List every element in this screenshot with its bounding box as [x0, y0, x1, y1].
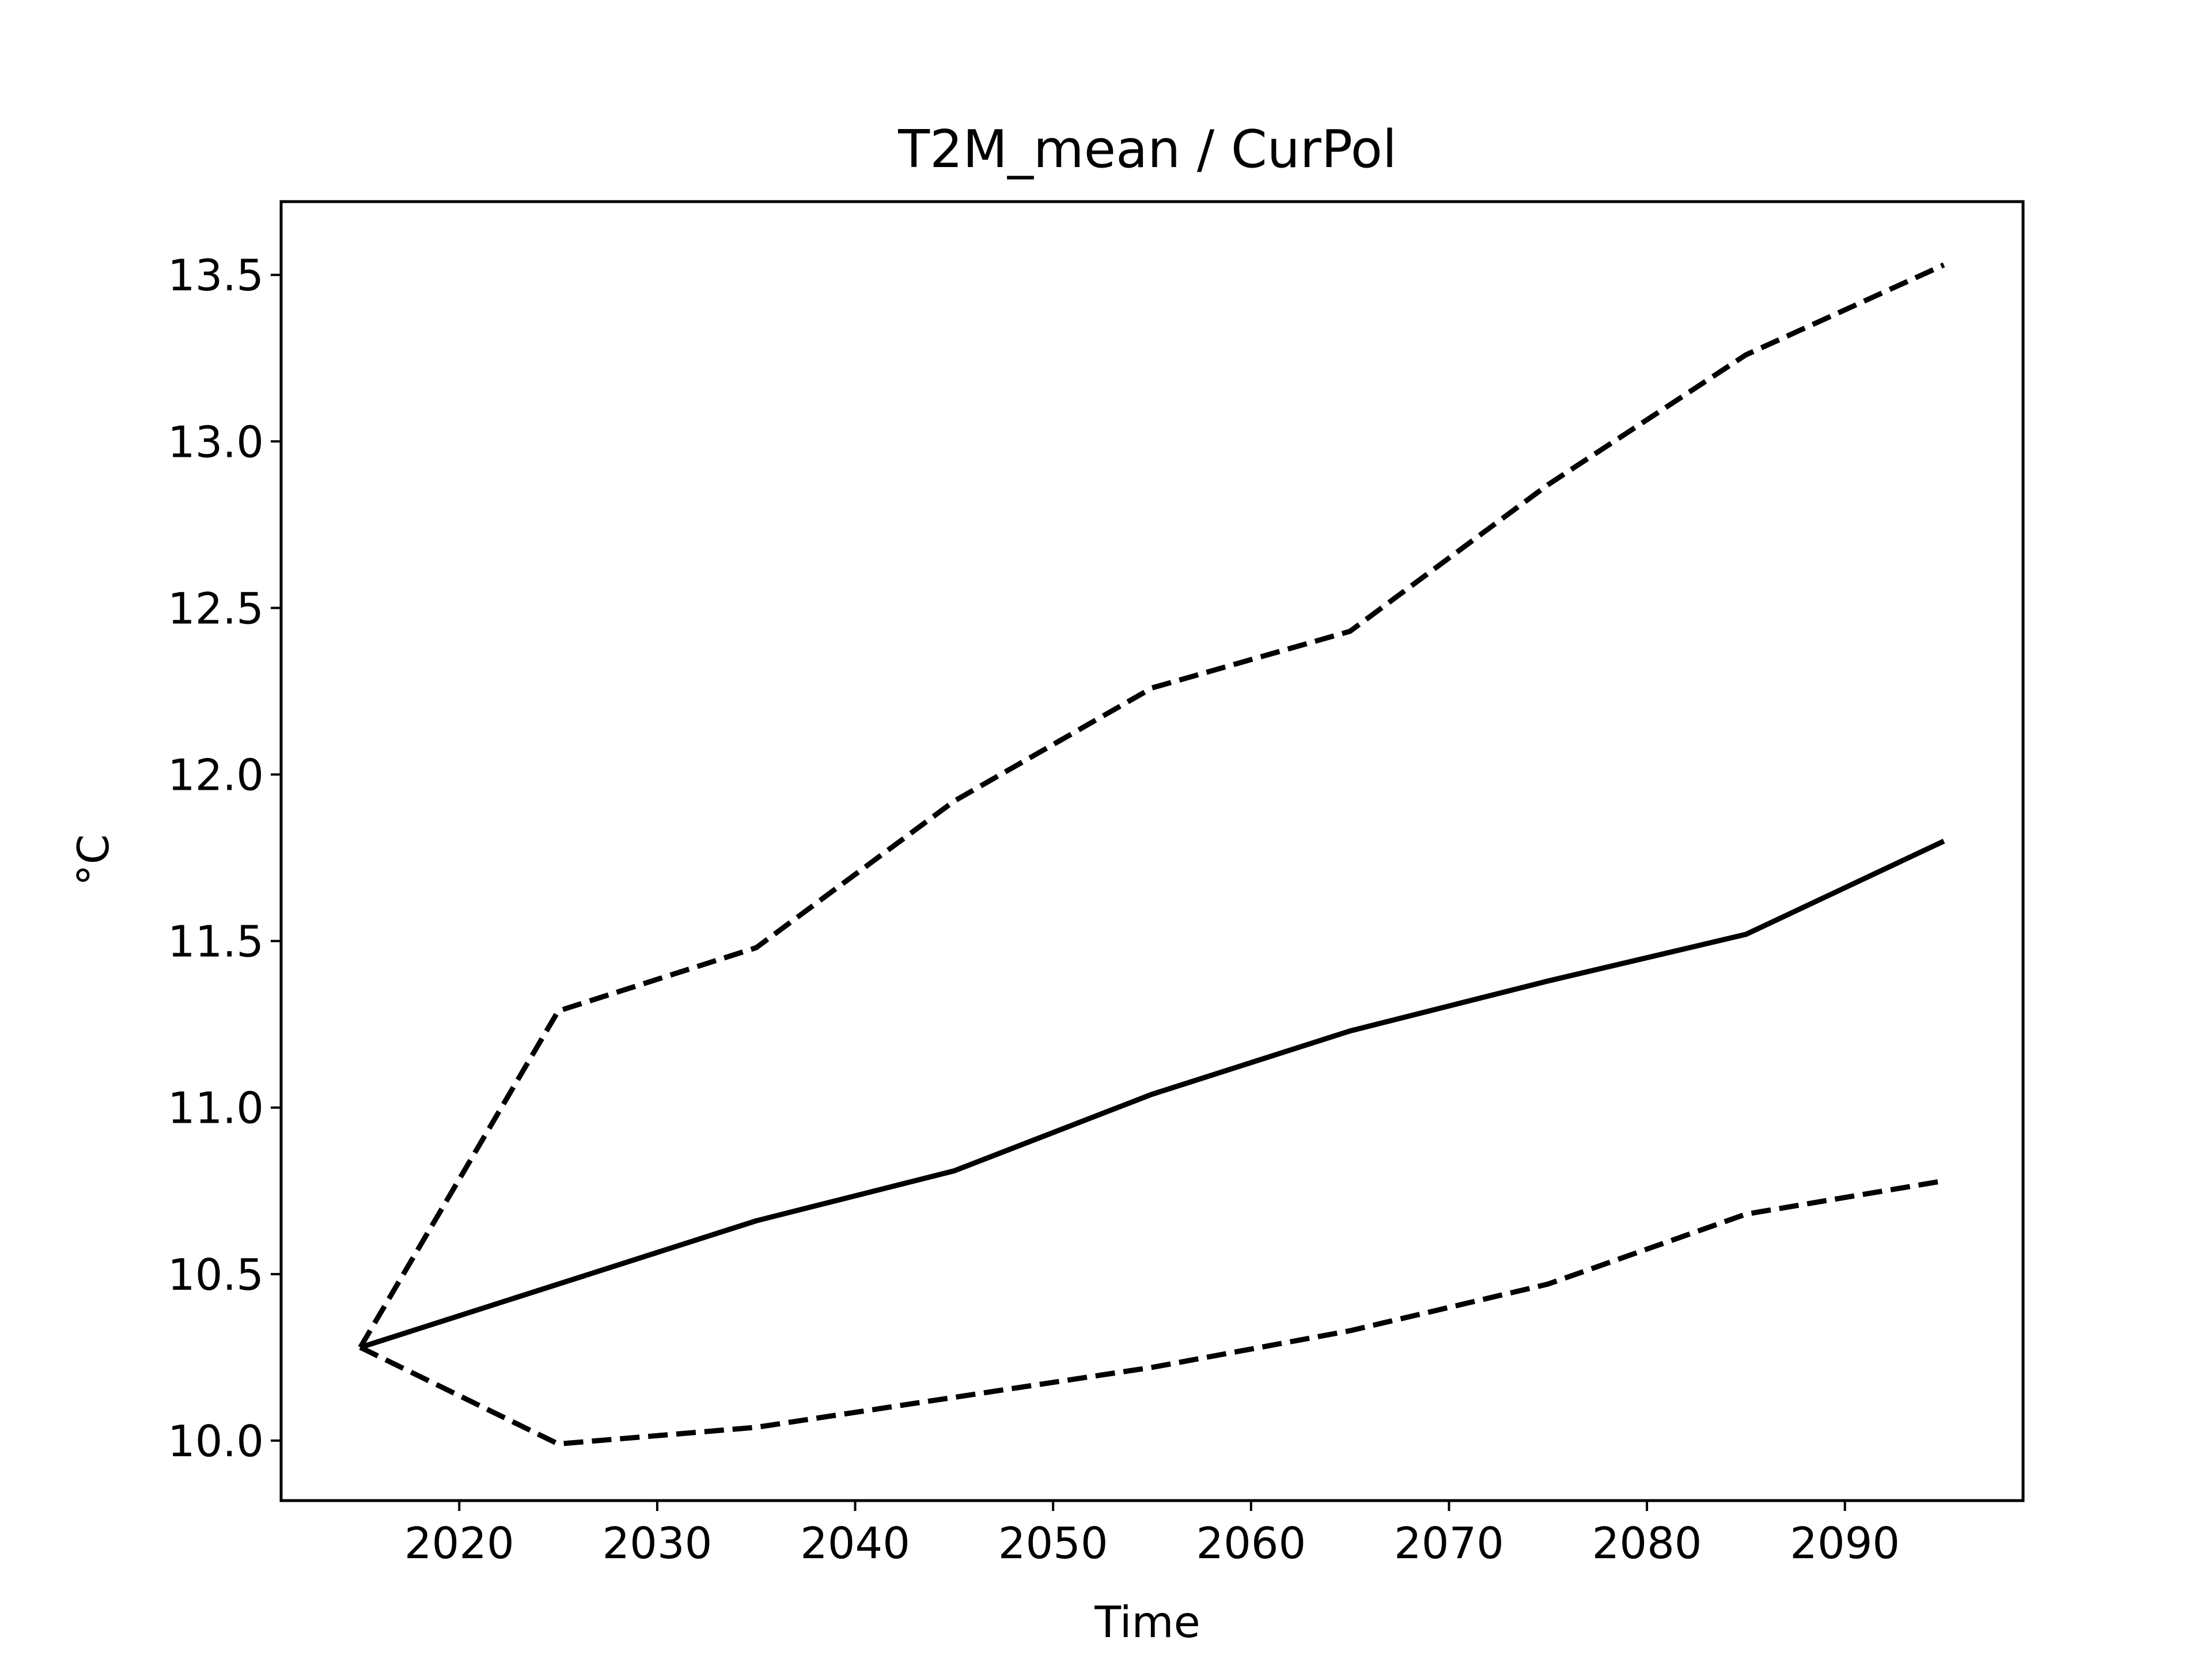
x-axis-label: Time: [1094, 1597, 1200, 1647]
y-axis: 10.0 10.5 11.0 11.5 12.0 12.5 13.0 13.5: [168, 250, 281, 1467]
series-line-upper: [358, 262, 1945, 1349]
x-tick-label: 2050: [998, 1518, 1108, 1569]
y-tick-label: 10.0: [168, 1416, 264, 1467]
x-tick-label: 2080: [1592, 1518, 1702, 1569]
y-axis-label: °C: [68, 834, 119, 886]
x-axis: 2020 2030 2040 2050 2060 2070 2080 2090: [404, 1501, 1900, 1569]
chart-title: T2M_mean / CurPol: [897, 119, 1397, 180]
y-tick-label: 13.5: [168, 250, 264, 301]
series-line-mean: [359, 839, 1945, 1350]
y-tick-label: 13.0: [168, 416, 264, 467]
plot-frame: [279, 200, 2025, 1502]
y-tick-label: 12.5: [168, 583, 264, 634]
y-tick-label: 12.0: [168, 750, 264, 801]
y-tick-label: 11.0: [168, 1083, 264, 1134]
series-layer: [358, 262, 1945, 1447]
y-tick-label: 10.5: [168, 1249, 264, 1300]
x-tick-label: 2020: [404, 1518, 514, 1569]
x-tick-label: 2070: [1394, 1518, 1504, 1569]
y-tick-label: 11.5: [168, 916, 264, 967]
x-tick-label: 2030: [602, 1518, 712, 1569]
x-tick-label: 2040: [800, 1518, 910, 1569]
x-tick-label: 2090: [1790, 1518, 1900, 1569]
x-tick-label: 2060: [1196, 1518, 1306, 1569]
series-line-lower: [359, 1178, 1945, 1447]
